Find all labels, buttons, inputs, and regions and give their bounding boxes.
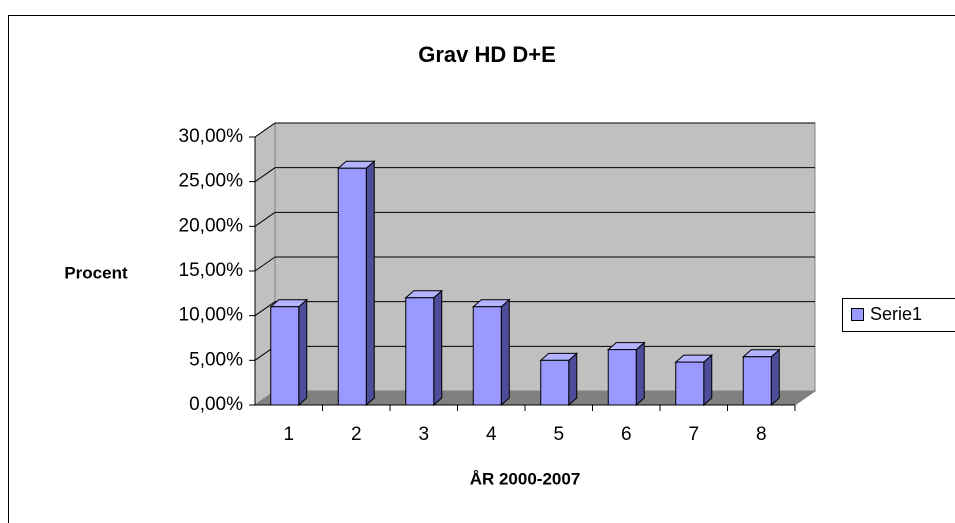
x-tick-label: 2 xyxy=(351,424,362,445)
y-axis-label: Procent xyxy=(64,263,128,282)
y-tick-label: 15,00% xyxy=(179,260,244,281)
bar xyxy=(337,167,367,406)
x-tick-label: 5 xyxy=(553,424,564,445)
y-tick-label: 25,00% xyxy=(179,171,244,192)
y-tick-label: 0,00% xyxy=(189,394,243,415)
grid-line xyxy=(254,167,276,183)
bar xyxy=(742,356,772,406)
x-tick-label: 1 xyxy=(283,424,294,445)
grid-line xyxy=(254,122,276,138)
x-tick-label: 6 xyxy=(621,424,632,445)
y-tick-label: 30,00% xyxy=(179,126,244,147)
bar xyxy=(472,306,502,406)
grid-line xyxy=(254,301,276,317)
bar-side xyxy=(365,160,375,407)
y-tick-label: 5,00% xyxy=(189,349,243,370)
bar xyxy=(540,359,570,406)
x-axis-label: ÅR 2000-2007 xyxy=(470,469,581,488)
bar-side xyxy=(568,352,578,407)
legend xyxy=(842,298,955,332)
bar xyxy=(270,306,300,406)
bar-side xyxy=(433,289,443,407)
bar-side xyxy=(770,348,780,407)
bar-side xyxy=(298,298,308,407)
bar xyxy=(607,349,637,406)
grid-line xyxy=(254,211,276,227)
chart-title: Grav HD D+E xyxy=(418,42,556,67)
y-tick-label: 20,00% xyxy=(179,215,244,236)
bar xyxy=(675,361,705,406)
bar xyxy=(405,297,435,406)
x-tick-label: 3 xyxy=(418,424,429,445)
x-tick-label: 4 xyxy=(486,424,497,445)
bar-side xyxy=(635,341,645,407)
bar-side xyxy=(703,354,713,407)
y-tick-label: 10,00% xyxy=(179,305,244,326)
bar-side xyxy=(500,298,510,407)
grid-line xyxy=(254,256,276,272)
x-tick-label: 7 xyxy=(688,424,699,445)
legend-label: Serie1 xyxy=(870,304,922,324)
x-tick-label: 8 xyxy=(756,424,767,445)
legend-swatch xyxy=(851,308,864,321)
